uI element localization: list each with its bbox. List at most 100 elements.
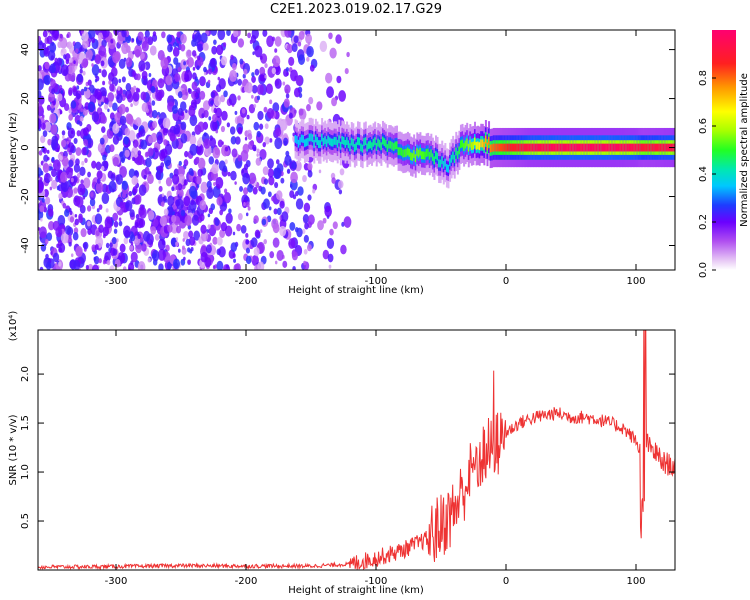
spectrogram-cell <box>141 102 148 113</box>
ridge-cell <box>491 144 494 153</box>
spectrogram-cell <box>80 228 87 238</box>
ridge-cell <box>570 143 573 152</box>
spectrogram-cell <box>43 74 51 86</box>
spectrogram-cell <box>173 57 179 65</box>
spectrogram-cell <box>209 137 217 148</box>
ridge-cell <box>561 143 564 152</box>
ridge-cell <box>342 136 345 145</box>
spectrogram-cell <box>72 86 77 93</box>
y-tick-label: -40 <box>20 237 31 253</box>
spectrogram-cell <box>57 93 63 102</box>
ridge-cell <box>598 143 601 152</box>
spectrogram-cell <box>202 42 209 51</box>
ridge-cell <box>481 139 484 148</box>
spectrogram-cell <box>73 259 81 270</box>
ridge-cell <box>505 143 508 152</box>
spectrogram-cell <box>138 184 147 196</box>
ridge-cell <box>558 143 561 152</box>
ridge-cell <box>472 141 475 150</box>
ridge-cell <box>411 153 414 161</box>
spectrogram-cell <box>100 60 105 67</box>
spectrogram-cell <box>275 159 280 165</box>
ridge-cell <box>392 143 395 151</box>
spectrogram-cell <box>70 177 74 183</box>
spectrogram-cell <box>56 243 60 248</box>
spectrogram-cell <box>237 78 243 86</box>
ridge-cell <box>659 143 662 152</box>
spectrogram-cell <box>121 42 129 55</box>
ridge-cell <box>416 148 419 156</box>
ridge-cell <box>578 143 581 152</box>
spectrogram-cell <box>42 42 47 49</box>
spectrogram-cell <box>184 215 192 227</box>
spectrogram-cell <box>128 262 135 270</box>
spectrogram-cell <box>83 139 89 147</box>
spectrogram-cell <box>267 191 272 198</box>
top-y-axis-ticks: -40 -20 0 20 40 <box>20 43 675 254</box>
spectrogram-cell <box>81 160 85 166</box>
spectrogram-cell <box>191 39 197 47</box>
spectrogram-cell <box>203 138 211 149</box>
ridge-cell <box>303 139 306 148</box>
spectrogram-cell <box>82 70 86 76</box>
spectrogram-cell <box>276 250 284 261</box>
spectrogram-cell <box>262 30 268 37</box>
ridge-cell <box>516 143 519 152</box>
spectrogram-cell <box>274 181 279 189</box>
spectrogram-cell <box>95 75 100 82</box>
spectrogram-cell <box>144 166 150 175</box>
ridge-cell <box>363 138 366 146</box>
ridge-cell <box>402 149 405 158</box>
spectrogram-cell <box>121 30 127 38</box>
spectrogram-cell <box>247 206 251 211</box>
spectrogram-cell <box>322 217 327 224</box>
ridge-cell <box>534 143 537 152</box>
spectrogram-cell <box>97 32 103 41</box>
spectrogram-cell <box>101 115 107 124</box>
spectrogram-cell <box>108 80 112 85</box>
spectrogram-cell <box>127 93 134 103</box>
spectrogram-cell <box>218 246 226 258</box>
spectrogram-cell <box>193 230 201 241</box>
spectrogram-cell <box>191 81 198 91</box>
spectrogram-cell <box>303 234 309 243</box>
spectrogram-cell <box>185 91 188 96</box>
ridge-cell <box>389 140 392 149</box>
ridge-cell <box>552 143 554 152</box>
spectrogram-cell <box>263 106 268 113</box>
ridge-cell <box>378 139 381 148</box>
spectrogram-cell <box>167 224 173 233</box>
spectrogram-cell <box>304 222 309 230</box>
ridge-cell <box>494 143 497 152</box>
ridge-cell <box>653 143 656 152</box>
ridge-cell <box>350 137 353 146</box>
spectrogram-cell <box>319 40 328 53</box>
spectrogram-cell <box>291 161 297 170</box>
spectrogram-cell <box>106 259 111 266</box>
ridge-cell <box>410 152 413 161</box>
spectrogram-cell <box>145 151 150 157</box>
spectrogram-cell <box>274 167 282 179</box>
spectrogram-cell <box>104 216 113 229</box>
spectrogram-cell <box>200 181 209 194</box>
spectrogram-cell <box>253 247 260 257</box>
ridge-cell <box>623 143 626 152</box>
spectrogram-cell <box>166 34 173 43</box>
spectrogram-cell <box>137 150 142 156</box>
spectrogram-cell <box>191 214 200 226</box>
spectrogram-cell <box>50 139 59 150</box>
spectrogram-cell <box>200 32 208 44</box>
ridge-cell <box>332 138 335 147</box>
spectrogram-cell <box>234 181 237 185</box>
ridge-cell <box>514 143 517 152</box>
spectrogram-cell <box>175 237 179 241</box>
spectrogram-cell <box>237 126 243 135</box>
spectrogram-cell <box>82 127 89 136</box>
ridge-cell <box>553 143 556 152</box>
spectrogram-cell <box>48 96 52 102</box>
spectrogram-cell <box>49 42 57 53</box>
ridge-cell <box>364 137 367 146</box>
spectrogram-cell <box>298 108 304 116</box>
spectrogram-cell <box>293 87 301 98</box>
